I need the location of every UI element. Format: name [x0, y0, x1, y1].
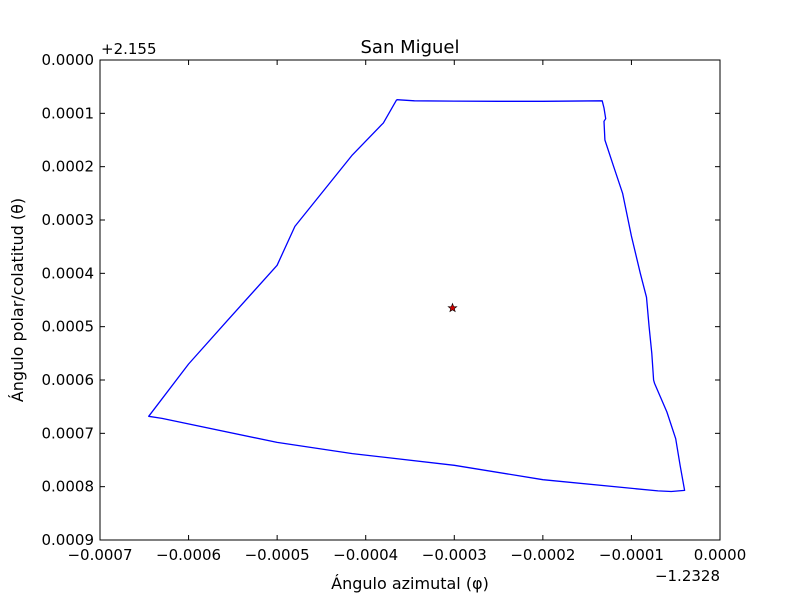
y-tick-label: 0.0002	[42, 158, 95, 176]
y-tick-label: 0.0003	[42, 211, 95, 229]
x-tick-label: −0.0004	[333, 546, 398, 564]
x-tick-label: −0.0005	[245, 546, 310, 564]
y-tick-label: 0.0008	[42, 478, 95, 496]
y-tick-label: 0.0001	[42, 104, 95, 122]
y-tick-label: 0.0000	[42, 51, 95, 69]
boundary-line	[148, 99, 686, 493]
x-offset-label: −1.2328	[655, 567, 720, 585]
x-tick-label: −0.0002	[510, 546, 575, 564]
x-tick-label: −0.0007	[67, 546, 132, 564]
x-tick-label: −0.0006	[156, 546, 221, 564]
x-tick-label: 0.0000	[694, 546, 747, 564]
y-tick-label: 0.0005	[42, 318, 95, 336]
x-tick-label: −0.0001	[599, 546, 664, 564]
x-tick-label: −0.0003	[422, 546, 487, 564]
y-tick-label: 0.0004	[42, 264, 95, 282]
y-tick-label: 0.0007	[42, 424, 95, 442]
y-offset-label: +2.155	[101, 40, 157, 58]
plot-area	[148, 99, 686, 493]
y-tick-label: 0.0009	[42, 531, 95, 549]
x-axis-label: Ángulo azimutal (φ)	[331, 574, 489, 593]
x-axis: −0.0007 −0.0006 −0.0005 −0.0004 −0.0003 −0.00…	[67, 60, 746, 564]
chart-title: San Miguel	[360, 37, 459, 58]
centroid-marker	[447, 302, 458, 313]
y-axis-label: Ángulo polar/colatitud (θ)	[8, 198, 27, 402]
axes-frame	[99, 59, 721, 541]
y-tick-label: 0.0006	[42, 371, 95, 389]
y-axis: 0.0000 0.0001 0.0002 0.0003 0.0004 0.0005 0.00…	[42, 51, 720, 549]
